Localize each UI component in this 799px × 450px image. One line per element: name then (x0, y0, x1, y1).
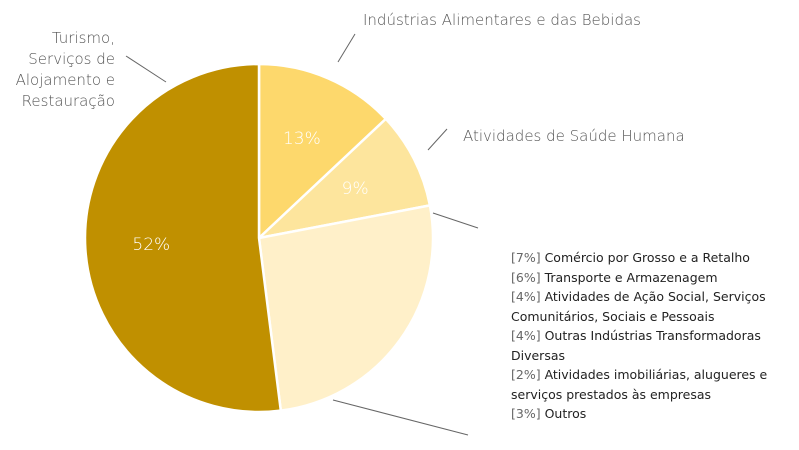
category-label: Atividades de Saúde Humana (463, 127, 685, 145)
breakdown-item: [3%] Outros (511, 404, 799, 424)
breakdown-item: [7%] Comércio por Grosso e a Retalho (511, 248, 799, 268)
percent-label: 9% (342, 179, 369, 199)
breakdown-label: Atividades imobiliárias, alugueres e ser… (511, 367, 768, 402)
pie-slice (83, 62, 283, 414)
percent-labels: 13% 9% 52% (132, 129, 368, 255)
breakdown-label: Outros (544, 406, 587, 421)
leader-lines (125, 33, 479, 436)
slice-border (257, 203, 435, 413)
breakdown-value: [6%] (511, 269, 541, 285)
breakdown-label: Outras Indústrias Transformadoras Divers… (511, 328, 761, 363)
breakdown-value: [4%] (511, 328, 541, 343)
leader-line (332, 399, 469, 436)
breakdown-item: [2%] Atividades imobiliárias, alugueres … (511, 365, 799, 404)
breakdown-value: [4%] (511, 289, 541, 304)
breakdown-item: [4%] Outras Indústrias Transformadoras D… (511, 326, 799, 365)
breakdown-value: [7%] (511, 250, 541, 265)
category-label: Turismo, Serviços de Alojamento e Restau… (15, 29, 115, 110)
percent-label: 52% (132, 235, 170, 255)
category-label: Indústrias Alimentares e das Bebidas (363, 11, 641, 29)
percent-label: 13% (283, 129, 321, 149)
leader-line (427, 128, 448, 151)
breakdown-label: Comércio por Grosso e a Retalho (544, 250, 750, 265)
leader-line (337, 33, 356, 63)
breakdown-item: [6%] Transporte e Armazenagem (511, 268, 799, 288)
breakdown-label: Atividades de Ação Social, Serviços Comu… (511, 289, 766, 324)
other-breakdown-list: [7%] Comércio por Grosso e a Retalho [6%]… (511, 248, 799, 424)
leader-line (125, 55, 167, 83)
breakdown-value: [3%] (511, 406, 541, 421)
pie-slice (257, 62, 388, 241)
breakdown-value: [2%] (511, 367, 541, 382)
slices (83, 62, 435, 414)
breakdown-label: Transporte e Armazenagem (544, 269, 718, 285)
leader-line (432, 212, 479, 229)
breakdown-item: [4%] Atividades de Ação Social, Serviços… (511, 287, 799, 326)
pie-slice (255, 117, 432, 241)
